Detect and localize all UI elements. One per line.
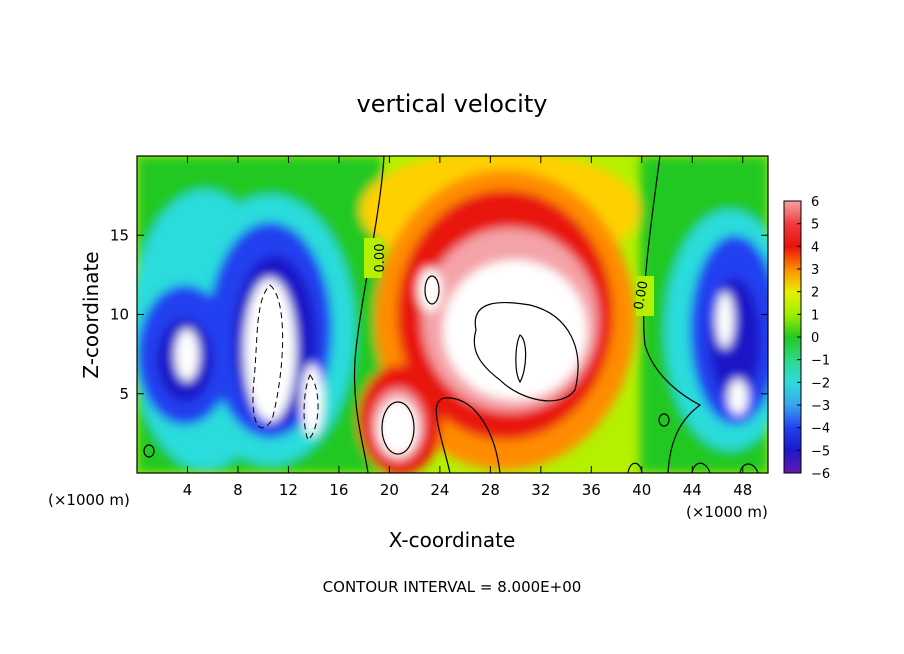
colorbar-segment (784, 246, 801, 270)
colorbar-label: 0 (811, 331, 819, 346)
colorbar-segment (784, 223, 801, 247)
x-tick-label: 44 (683, 481, 702, 499)
x-unit-right: (×1000 m) (686, 503, 768, 521)
x-tick-label: 32 (531, 481, 550, 499)
colorbar-label: 3 (811, 263, 819, 278)
x-unit-left: (×1000 m) (48, 491, 130, 509)
colorbar-label: −4 (811, 422, 830, 437)
x-tick-label: 4 (183, 481, 193, 499)
y-axis-label: Z-coordinate (79, 251, 103, 378)
y-tick-label: 5 (119, 385, 129, 403)
colorbar-label: 5 (811, 218, 819, 233)
x-tick-label: 28 (481, 481, 500, 499)
y-axis: 5 10 15 (110, 226, 768, 403)
colorbar-segment (784, 382, 801, 406)
x-tick-label: 36 (582, 481, 601, 499)
colorbar-segment (784, 337, 801, 361)
colorbar-segment (784, 359, 801, 383)
contour-label: 0.00 (632, 280, 652, 311)
contour-label: 0.00 (373, 244, 388, 273)
x-tick-label: 48 (733, 481, 752, 499)
x-axis-label: X-coordinate (389, 528, 516, 552)
negative-contours (252, 284, 319, 441)
colorbar-segment (784, 450, 801, 474)
chart-title: vertical velocity (357, 90, 548, 118)
colorbar-segment (784, 427, 801, 451)
contour-label-group: 0.00 0.00 (364, 238, 654, 316)
colorbar-segment (784, 269, 801, 293)
x-tick-label: 24 (430, 481, 449, 499)
colorbar-segment (784, 405, 801, 429)
colorbar-label: −5 (811, 444, 830, 459)
colorbar-label: 4 (811, 240, 819, 255)
colorbar-segment (784, 314, 801, 338)
colorbar-label: 2 (811, 286, 819, 301)
colorbar-label: −3 (811, 399, 830, 414)
colorbar-label: −2 (811, 376, 830, 391)
contour-lines (143, 156, 759, 473)
colorbar-label: 6 (811, 195, 819, 210)
colorbar-segment (784, 291, 801, 315)
x-tick-label: 20 (380, 481, 399, 499)
colorbar-label: −6 (811, 467, 830, 482)
contour-interval-note: CONTOUR INTERVAL = 8.000E+00 (323, 578, 582, 596)
colorbar-label: 1 (811, 308, 819, 323)
x-tick-label: 12 (279, 481, 298, 499)
colorbar-label: −1 (811, 354, 830, 369)
x-tick-label: 40 (632, 481, 651, 499)
x-tick-label: 16 (329, 481, 348, 499)
colorbar: 6 5 4 3 2 1 0 −1 −2 −3 −4 −5 −6 (783, 195, 830, 482)
y-tick-label: 10 (110, 306, 129, 324)
x-tick-label: 8 (233, 481, 243, 499)
plot-area: 0.00 0.00 (137, 156, 768, 473)
colorbar-segment (784, 201, 801, 225)
x-axis: 4 8 12 16 20 24 28 32 36 40 44 48 (183, 156, 752, 499)
y-tick-label: 15 (110, 226, 129, 244)
